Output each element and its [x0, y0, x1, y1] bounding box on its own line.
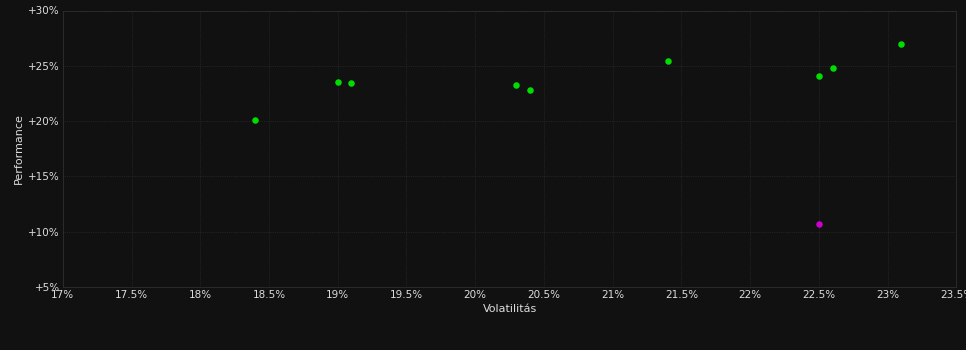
- Point: [825, 65, 840, 71]
- Point: [811, 221, 827, 227]
- Point: [247, 117, 263, 123]
- Point: [330, 79, 346, 85]
- Point: [509, 82, 525, 88]
- X-axis label: Volatilitás: Volatilitás: [482, 304, 537, 314]
- Point: [894, 41, 909, 47]
- Y-axis label: Performance: Performance: [14, 113, 24, 184]
- Point: [811, 73, 827, 78]
- Point: [660, 58, 675, 64]
- Point: [523, 88, 538, 93]
- Point: [344, 81, 359, 86]
